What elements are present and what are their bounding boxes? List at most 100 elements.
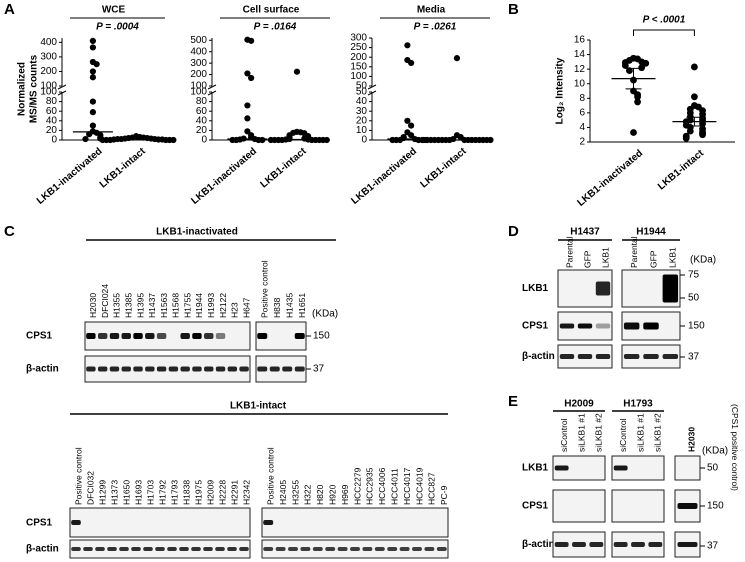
y-tick-label: 10 <box>356 125 368 136</box>
data-point <box>621 62 629 69</box>
blot-band <box>145 366 155 372</box>
blot-band <box>168 366 179 372</box>
blot-band <box>263 520 274 525</box>
lane-label: siLKB1 #1 <box>635 413 645 452</box>
lane-label: H1437 <box>147 293 157 318</box>
lane-label: Parental <box>564 236 574 268</box>
y-tick-label: 6 <box>579 107 585 118</box>
marker-label: 37 <box>707 541 719 552</box>
lane-label: H1650 <box>121 480 131 505</box>
lane-label: siControl <box>618 418 628 452</box>
lane-label: H1703 <box>145 480 155 505</box>
blot-band <box>156 333 167 339</box>
blot-band <box>325 547 336 551</box>
data-point <box>389 136 396 144</box>
y-tick-label: 50 <box>356 81 368 92</box>
y-tick-label: 80 <box>46 96 58 107</box>
blot-band <box>263 547 274 551</box>
y-tick-label: 20 <box>46 125 58 136</box>
data-point <box>404 42 411 49</box>
blot-band <box>595 323 611 329</box>
lane-label: H2405 <box>278 480 288 505</box>
lane-label: HCC4017 <box>402 467 412 505</box>
lane-label: Parental <box>629 236 639 268</box>
blot-band <box>387 547 398 551</box>
blot-band <box>613 542 628 547</box>
blot-band <box>155 547 165 551</box>
lane-label: DFCI032 <box>85 471 95 505</box>
lane-label: H1838 <box>181 480 191 505</box>
lane-label: H2291 <box>229 480 239 505</box>
blot-band <box>643 322 659 330</box>
row-label: β-actin <box>26 364 59 375</box>
data-point <box>82 135 89 143</box>
axis-break <box>207 90 217 96</box>
y-tick-label: 16 <box>574 35 586 46</box>
blot-band <box>180 366 190 372</box>
marker-label: 150 <box>707 501 724 512</box>
blot-band <box>554 465 569 471</box>
panel-label: B <box>508 1 519 18</box>
data-point <box>89 122 96 129</box>
y-tick-label: 100 <box>40 81 57 92</box>
blot-band <box>143 547 153 551</box>
blot-band <box>257 333 268 339</box>
y-tick-label: 150 <box>350 61 367 72</box>
blot-band <box>436 547 447 551</box>
blot-band <box>109 333 120 339</box>
p-value: P = .0261 <box>414 22 457 33</box>
y-tick-label: 100 <box>350 71 367 82</box>
p-value: P = .0164 <box>254 22 297 33</box>
y-tick-label: 200 <box>350 52 367 63</box>
data-point <box>293 68 301 75</box>
data-point <box>99 136 106 144</box>
group-label: H2009 <box>564 399 594 410</box>
data-point <box>248 37 255 44</box>
lane-label: H1693 <box>133 480 143 505</box>
panel-label: C <box>4 223 15 240</box>
blot-band <box>399 547 410 551</box>
panel-label: A <box>4 1 15 18</box>
blot-band <box>95 547 105 551</box>
y-tick-label: 300 <box>40 52 57 63</box>
y-tick-label: 2 <box>579 137 585 148</box>
data-point <box>642 59 650 67</box>
blot-band <box>131 547 141 551</box>
chart-title: Cell surface <box>243 5 300 16</box>
y-tick-label: 10 <box>574 78 586 89</box>
y-tick-label: 12 <box>574 64 586 75</box>
blot-band <box>97 366 108 372</box>
y-tick-label: 8 <box>579 93 585 104</box>
blot-band <box>300 547 311 551</box>
blot-band <box>282 366 293 372</box>
marker-label: 50 <box>688 293 700 304</box>
blot-band <box>239 547 249 551</box>
blot-band <box>269 366 280 372</box>
lane-label: siLKB1 #2 <box>653 413 663 452</box>
lane-label: H1395 <box>135 293 145 318</box>
blot-band <box>71 547 81 551</box>
data-point <box>244 102 251 109</box>
blot-band <box>109 366 120 372</box>
data-point <box>89 109 96 116</box>
data-point <box>691 93 698 101</box>
y-tick-label: 400 <box>190 46 207 57</box>
data-point <box>259 136 266 144</box>
y-tick-label: 60 <box>46 106 58 117</box>
lane-label: H1435 <box>285 293 295 318</box>
data-point <box>89 74 96 81</box>
data-point <box>634 93 641 101</box>
blot-band <box>121 366 131 372</box>
row-label: β-actin <box>26 544 59 555</box>
blot-band <box>179 547 189 551</box>
y-tick-label: 30 <box>356 106 368 117</box>
row-label: β-actin <box>522 539 555 550</box>
lane-label: H2342 <box>241 480 251 505</box>
blot-band <box>288 547 298 551</box>
lane-label: H969 <box>340 484 350 505</box>
data-point <box>89 37 96 45</box>
y-tick-label: 250 <box>350 42 367 53</box>
lane-label: Positive control <box>260 260 270 318</box>
data-point <box>699 131 706 139</box>
blot-band <box>631 542 645 547</box>
